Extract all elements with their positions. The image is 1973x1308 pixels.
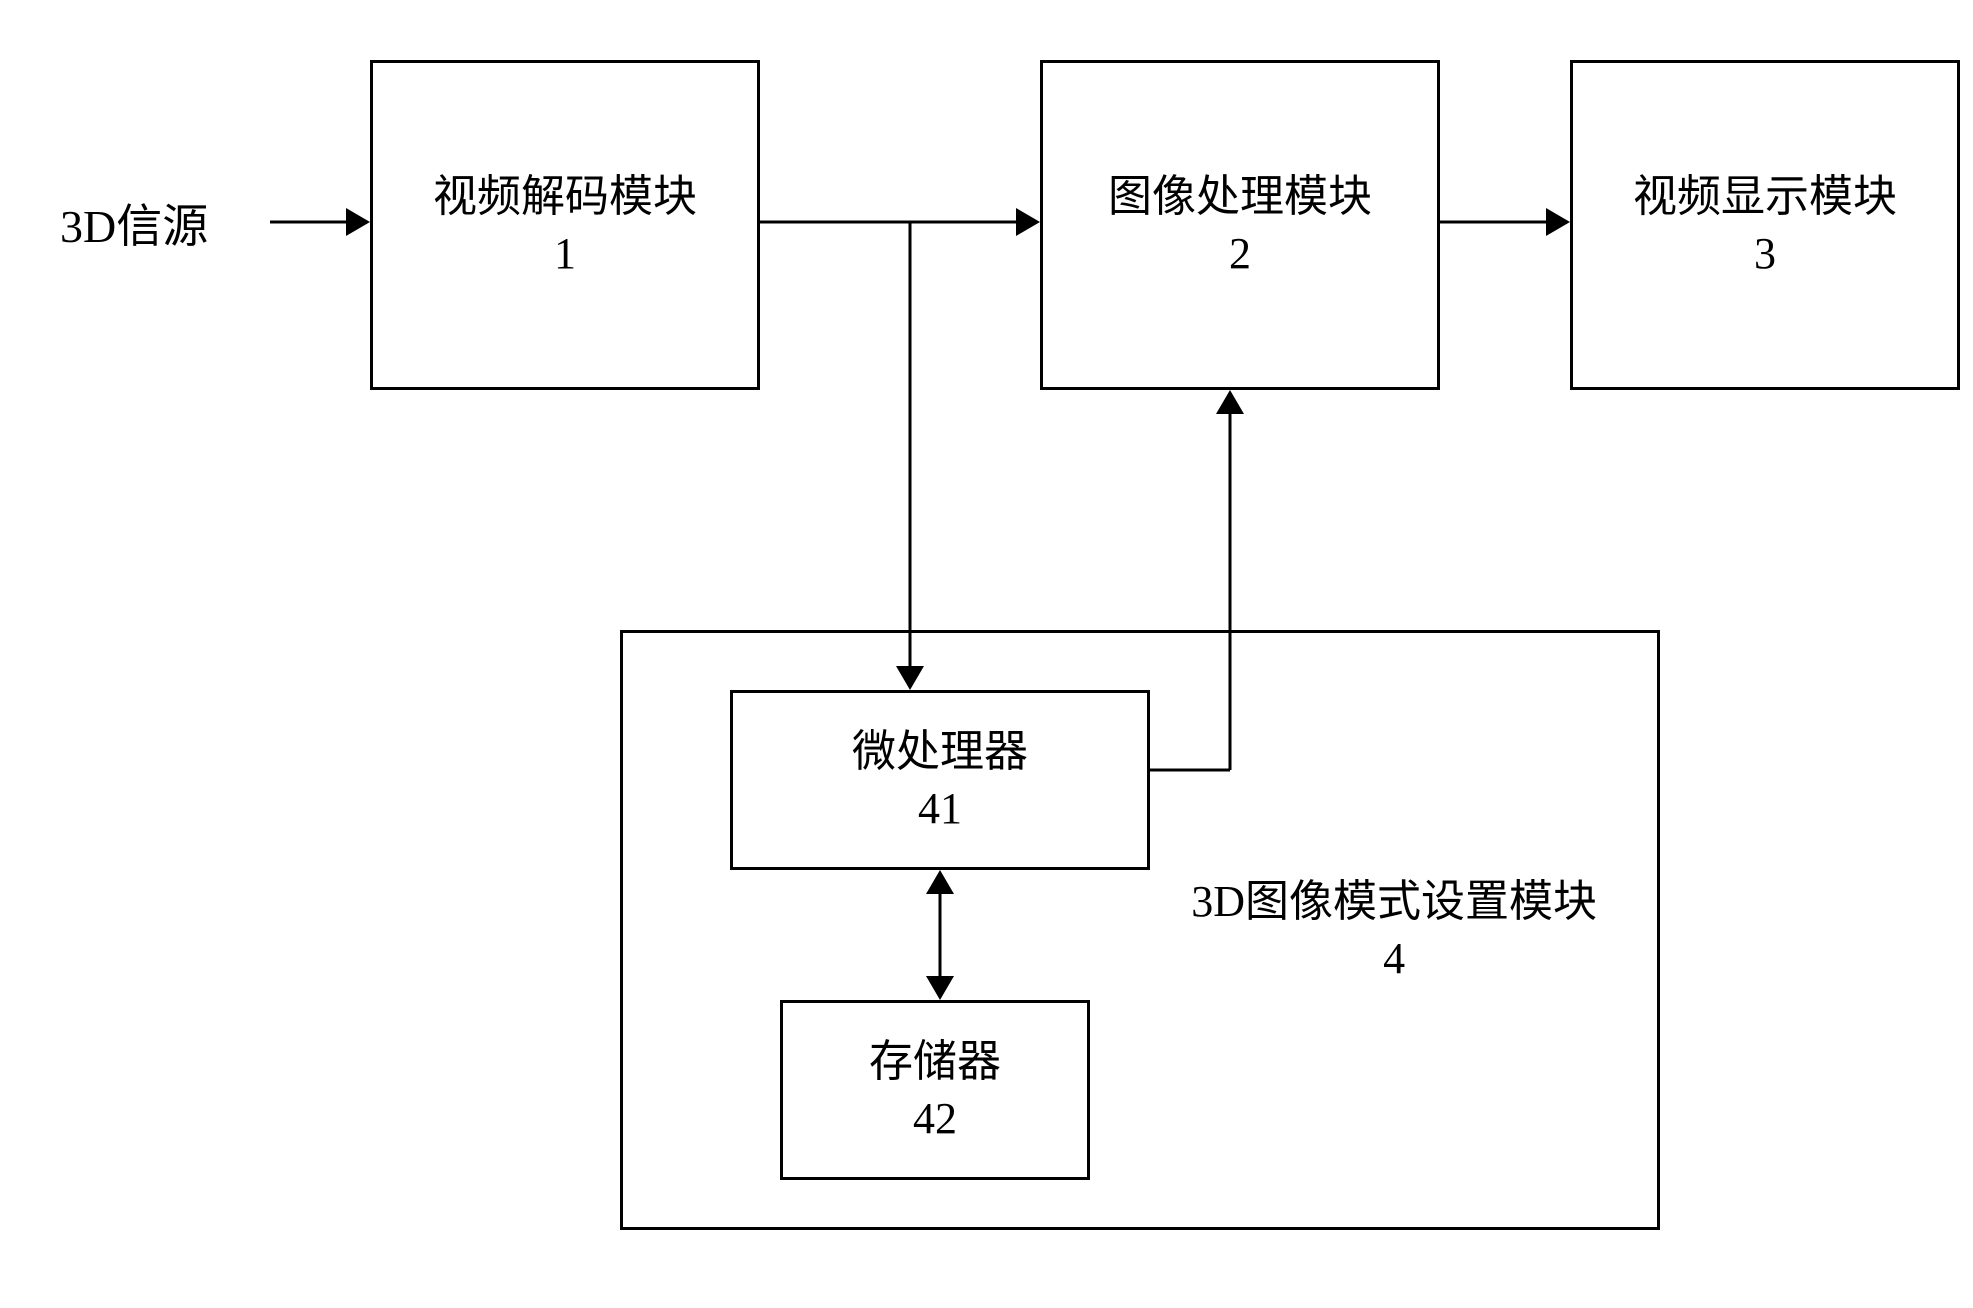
node-proc: 图像处理模块 2 [1040,60,1440,390]
node-microproc: 微处理器 41 [730,690,1150,870]
node-settings-num: 4 [1191,930,1597,987]
diagram-canvas: 3D信源 视频解码模块 1 图像处理模块 2 视频显示模块 3 3D图像模式设置… [0,0,1973,1308]
node-memory: 存储器 42 [780,1000,1090,1180]
node-memory-num: 42 [913,1090,957,1147]
node-proc-num: 2 [1229,225,1251,282]
node-source-label: 3D信源 [60,201,208,252]
node-source: 3D信源 [60,190,270,256]
node-settings-title: 3D图像模式设置模块 [1191,873,1597,930]
node-display-num: 3 [1754,225,1776,282]
node-display: 视频显示模块 3 [1570,60,1960,390]
node-proc-title: 图像处理模块 [1108,168,1372,225]
node-decode: 视频解码模块 1 [370,60,760,390]
node-memory-title: 存储器 [869,1033,1001,1090]
node-microproc-num: 41 [918,780,962,837]
node-decode-num: 1 [554,225,576,282]
node-display-title: 视频显示模块 [1633,168,1897,225]
node-decode-title: 视频解码模块 [433,168,697,225]
node-microproc-title: 微处理器 [852,723,1028,780]
